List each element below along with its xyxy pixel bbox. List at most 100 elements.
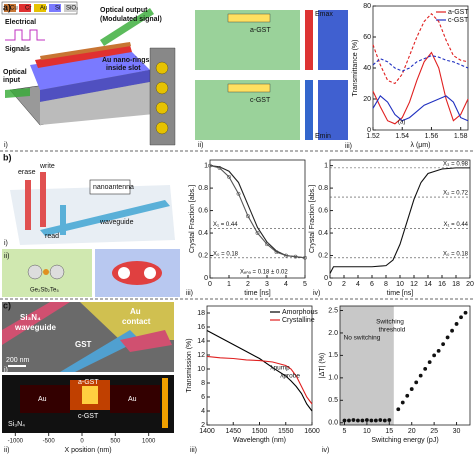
plot-frame [339,305,471,426]
y-tick-label: 0.6 [198,207,208,214]
legend-label: Amorphous [282,309,318,316]
data-point [459,315,463,320]
data-point [418,373,423,378]
y-axis-label: Crystal Fraction [abs.] [189,185,196,253]
y-tick-label: 1 [204,162,208,169]
x-tick-label: 500 [110,439,121,445]
sublabel: i) [4,142,8,149]
data-point [265,242,269,247]
label: waveguide [14,323,56,332]
x-tick-label: 1.58 [454,133,468,140]
legend-label: Au [40,6,47,12]
y-axis-label: Transmission (%) [186,338,193,392]
data-point [441,342,446,347]
x-tick-label: 3 [265,281,269,288]
y-tick-label: 0.4 [318,230,328,237]
data-point [427,360,432,365]
plot-frame [372,5,469,131]
y-tick-label: 14 [197,338,205,345]
sublabel: iii) [186,290,193,297]
label: write [39,163,55,170]
sublabel: ii) [4,447,9,454]
label: Au [130,307,141,316]
label: inside slot [106,65,141,72]
y-tick-label: 2.5 [328,307,338,314]
label: Au [128,396,137,403]
data-point [414,380,419,385]
legend-label: Cr [25,6,31,12]
data-point [432,353,437,358]
series-line [206,330,313,412]
series-line [372,12,469,85]
x-tick-label: 18 [452,281,460,288]
panel-label: a) [3,2,11,12]
x-tick-label: 30 [453,428,461,435]
label: erase [18,169,36,176]
x-tick-label: 25 [430,428,438,435]
level-label: X₀ = 0.18 [443,251,469,257]
data-point [382,418,387,423]
data-point [347,418,351,423]
data-point [405,393,410,398]
data-point [284,253,288,258]
y-tick-label: 40 [363,65,371,72]
y-tick-label: 0.0 [328,420,338,427]
label: input [3,77,21,84]
x-tick-label: 1.52 [366,133,380,140]
memory-diagram [2,172,180,297]
level-label: X₁ = 0.44 [443,222,468,228]
y-tick-label: 4 [201,408,205,415]
legend-label: SiO₂ [66,6,79,12]
legend-label: Crystalline [282,317,315,324]
label: read [45,233,59,240]
y-tick-label: 60 [363,34,371,41]
plot-frame [329,159,471,279]
data-point [217,165,222,170]
x-axis-label: λ (μm) [411,142,431,149]
plot-frame [209,159,306,279]
data-point [303,255,307,260]
x-tick-label: 16 [438,281,446,288]
data-point [378,418,383,422]
scale-bar-label: 200 nm [6,357,30,364]
data-point [360,418,365,423]
x-tick-label: 20 [408,428,416,435]
x-tick-label: 1.56 [425,133,439,140]
x-tick-label: 1600 [304,428,320,435]
series-line [206,355,313,405]
data-point [396,407,401,412]
y-tick-label: 80 [363,3,371,10]
data-point [445,335,450,340]
annotation: λpump [270,365,290,372]
level-label: X₁ = 0.44 [213,222,238,228]
label: Au nano-rings [102,57,150,64]
annotation: λprobe [280,373,300,380]
y-tick-label: 0.2 [198,252,208,259]
x-tick-label: 1500 [252,428,268,435]
x-tick-label: 4 [356,281,360,288]
x-tick-label: 0 [328,281,332,288]
label: (Modulated signal) [100,16,162,23]
y-axis-label: Transmittance (%) [352,40,359,97]
label: a-GST [250,27,271,34]
data-point [274,250,279,255]
y-tick-label: 0.5 [328,397,338,404]
field-maps [195,10,348,140]
sublabel: i) [4,240,8,247]
data-point [342,418,347,423]
label: Si₃N₄ [8,421,25,428]
y-tick-label: 12 [197,352,205,359]
series-line [209,165,306,259]
data-point [463,310,468,315]
sublabel: i) [4,367,8,374]
device-diagram [1,1,176,146]
legend-label: Si [55,6,60,12]
sublabel: ii) [198,142,203,149]
x-tick-label: 20 [466,281,474,288]
data-point [351,418,356,422]
y-tick-label: 0.8 [198,185,208,192]
y-tick-label: 0.2 [318,252,328,259]
y-tick-label: 1.0 [328,375,338,382]
label: Electrical [5,19,36,26]
data-point [400,400,405,405]
